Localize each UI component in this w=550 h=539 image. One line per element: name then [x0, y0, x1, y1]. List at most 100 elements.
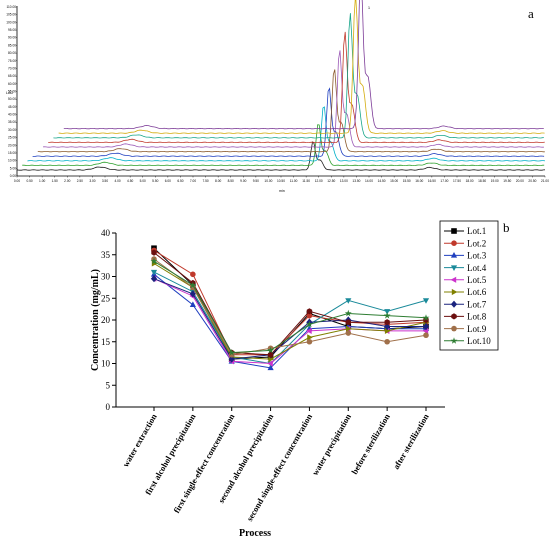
- data-point: [384, 327, 391, 334]
- series-lines: [150, 245, 430, 371]
- data-point: [189, 281, 197, 289]
- data-point: [423, 316, 429, 324]
- legend-swatch-marker: [450, 276, 457, 283]
- y-tick-label: 0: [106, 402, 111, 412]
- chromatogram-y-tick: 20.00: [8, 143, 16, 147]
- data-point: [384, 319, 390, 326]
- chromatogram-y-tick: 75.00: [8, 59, 16, 63]
- y-tick-label: 25: [101, 293, 111, 303]
- chromatogram-x-tick: 19.00: [491, 179, 499, 183]
- chromatogram-trace: [48, 31, 545, 144]
- chromatogram-x-tick: 8.50: [228, 179, 234, 183]
- data-point: [267, 364, 274, 371]
- y-tick-label: 40: [101, 228, 111, 238]
- y-axis-ticks: 0 5 10 15 20 25 30 35 40: [101, 228, 116, 412]
- legend-label: Lot.5: [467, 275, 487, 285]
- chromatogram-x-tick: 16.00: [415, 179, 423, 183]
- chromatogram-y-tick: 40.00: [8, 113, 16, 117]
- series-line: [153, 278, 426, 360]
- chromatogram-x-tick: 18.00: [466, 179, 474, 183]
- chromatogram-x-tick: 17.00: [440, 179, 448, 183]
- data-point: [422, 327, 429, 334]
- panel-b-label: b: [503, 220, 510, 235]
- chromatogram-x-tick: 14.00: [365, 179, 373, 183]
- chromatogram-trace: [16, 141, 546, 171]
- chromatogram-x-tick: 4.50: [127, 179, 133, 183]
- legend-label: Lot.6: [467, 287, 487, 297]
- chromatogram-x-tick: 19.50: [503, 179, 511, 183]
- data-point: [422, 298, 430, 304]
- chromatogram-y-tick: 110.00: [6, 5, 16, 9]
- x-tick-label: before sterilization: [349, 412, 392, 476]
- concentration-chart-panel: b Concentration (mg/mL) Process 0 5 10 15 20…: [90, 220, 510, 539]
- chromatogram-x-tick: 15.50: [403, 179, 411, 183]
- chromatogram-x-tick: 21.00: [541, 179, 549, 183]
- chromatogram-y-tick: 15.00: [8, 151, 16, 155]
- chromatogram-y-tick: 85.00: [8, 43, 16, 47]
- chromatogram-x-tick: 6.00: [165, 179, 171, 183]
- chromatogram-x-tick: 7.50: [202, 179, 208, 183]
- x-tick-label: second single-effect concentration: [244, 412, 314, 523]
- legend-item: Lot.1: [444, 226, 486, 236]
- chromatogram-x-tick: 2.50: [77, 179, 83, 183]
- legend-item: Lot.8: [444, 312, 487, 322]
- legend-item: Lot.7: [444, 299, 487, 309]
- chromatogram-x-tick: 0.50: [26, 179, 32, 183]
- chromatogram-x-tick: 13.50: [352, 179, 360, 183]
- legend-item: Lot.10: [444, 336, 491, 346]
- y-axis-label: Concentration (mg/mL): [90, 269, 101, 371]
- data-point: [151, 249, 157, 256]
- data-point: [228, 349, 236, 356]
- legend-item: Lot.6: [444, 287, 487, 297]
- chromatogram-x-tick: 7.00: [190, 179, 196, 183]
- series-line: [153, 252, 427, 356]
- chromatogram-x-ticks: 0.00 0.50 1.00 1.50 2.00 2.50 3.00 3.50 4.00 4.50…: [14, 176, 549, 183]
- legend-label: Lot.1: [467, 226, 486, 236]
- chromatogram-x-unit: min: [279, 189, 285, 193]
- chromatogram-y-tick: 55.00: [8, 90, 16, 94]
- panel-a-label: a: [528, 6, 534, 21]
- x-tick-label: water precipitation: [310, 412, 353, 477]
- data-point: [189, 301, 196, 307]
- legend-item: Lot.9: [444, 324, 487, 334]
- chromatogram-x-tick: 5.50: [152, 179, 158, 183]
- data-point: [190, 271, 196, 278]
- chromatogram-y-unit: LAU: [6, 91, 13, 95]
- chromatogram-x-tick: 17.50: [453, 179, 461, 183]
- legend-swatch-marker: [450, 265, 458, 271]
- chromatogram-x-tick: 10.50: [277, 179, 285, 183]
- chromatogram-x-tick: 11.50: [302, 179, 310, 183]
- chromatogram-x-tick: 20.50: [528, 179, 536, 183]
- legend-label: Lot.10: [467, 336, 491, 346]
- data-point: [267, 351, 274, 358]
- data-point: [306, 312, 313, 319]
- chromatogram-y-ticks: 110.00 105.00 100.00 95.00 90.00 85.00 80.00 75…: [6, 5, 17, 178]
- legend-item: Lot.4: [444, 263, 487, 273]
- data-point: [189, 290, 196, 298]
- data-point: [383, 312, 391, 319]
- chromatogram-y-tick: 25.00: [8, 136, 16, 140]
- chromatogram-y-tick: 70.00: [8, 66, 16, 70]
- chromatogram-x-tick: 13.00: [340, 179, 348, 183]
- data-point: [150, 257, 158, 265]
- chromatogram-y-tick: 0.00: [10, 174, 16, 178]
- data-point: [422, 314, 430, 321]
- legend-swatch-marker: [451, 240, 457, 246]
- chromatogram-x-tick: 12.50: [327, 179, 335, 183]
- chromatogram-trace: [42, 50, 545, 148]
- x-tick-label: water extraction: [120, 412, 159, 469]
- chromatogram-x-tick: 9.50: [253, 179, 259, 183]
- chromatogram-y-tick: 50.00: [8, 97, 16, 101]
- chromatogram-y-tick: 35.00: [8, 120, 16, 124]
- chromatogram-x-tick: 18.50: [478, 179, 486, 183]
- chromatogram-x-tick: 9.00: [240, 179, 246, 183]
- y-tick-label: 20: [101, 315, 111, 325]
- data-point: [306, 308, 313, 315]
- chromatogram-trace: [27, 106, 545, 162]
- data-point: [384, 322, 391, 331]
- chromatogram-trace: [22, 124, 545, 167]
- chromatogram-x-tick: 16.50: [428, 179, 436, 183]
- series-line: [153, 249, 427, 356]
- y-tick-label: 35: [101, 250, 111, 260]
- chromatogram-x-tick: 0.00: [14, 179, 20, 183]
